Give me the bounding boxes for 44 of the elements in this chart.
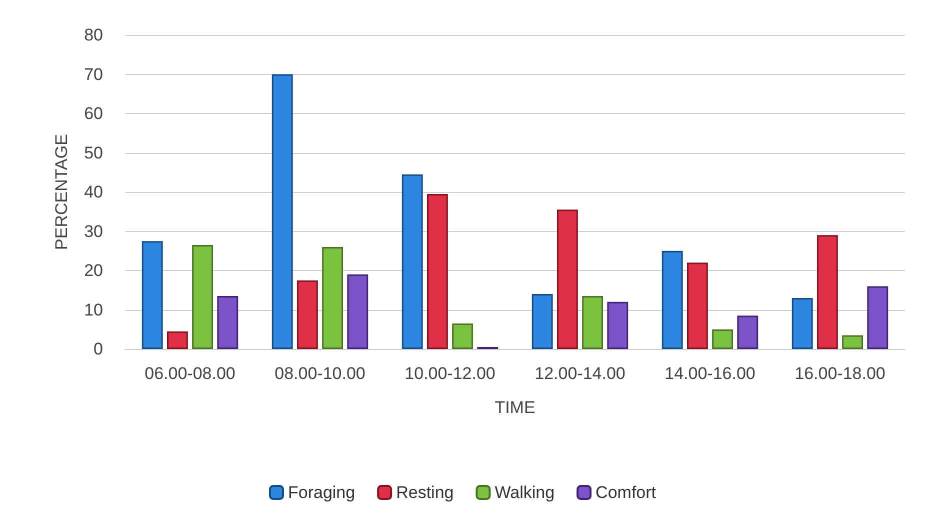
bar bbox=[166, 331, 188, 349]
y-tick-label: 10 bbox=[84, 300, 103, 320]
y-tick-label: 0 bbox=[94, 340, 103, 358]
x-tick-label: 06.00-08.00 bbox=[144, 364, 236, 383]
x-axis-title: TIME bbox=[494, 398, 536, 417]
bar bbox=[296, 280, 318, 349]
bar bbox=[712, 329, 734, 349]
bar bbox=[662, 250, 683, 349]
legend-label: Comfort bbox=[596, 483, 656, 502]
bar bbox=[607, 302, 628, 349]
y-tick-label: 30 bbox=[84, 222, 103, 241]
bar bbox=[322, 246, 344, 349]
y-tick-label: 20 bbox=[84, 261, 103, 280]
legend-label: Resting bbox=[396, 483, 454, 502]
y-tick-label: 80 bbox=[84, 26, 103, 44]
bar bbox=[452, 323, 474, 349]
bar bbox=[347, 274, 368, 349]
bar bbox=[272, 74, 293, 349]
x-tick-label: 10.00-12.00 bbox=[404, 364, 496, 383]
bar bbox=[792, 298, 813, 349]
bar bbox=[582, 296, 604, 349]
x-tick-label: 08.00-10.00 bbox=[274, 364, 366, 383]
bar bbox=[737, 316, 758, 349]
y-axis-title: PERCENTAGE bbox=[52, 134, 71, 250]
y-tick-label: 60 bbox=[84, 104, 103, 123]
x-tick-label: 16.00-18.00 bbox=[794, 364, 886, 383]
bar bbox=[402, 174, 423, 349]
bar bbox=[686, 262, 708, 349]
bar bbox=[426, 194, 448, 349]
legend-label: Foraging bbox=[288, 483, 356, 502]
legend-label: Walking bbox=[494, 483, 555, 502]
y-tick-label: 40 bbox=[84, 182, 103, 202]
y-tick-label: 70 bbox=[84, 64, 103, 84]
bar bbox=[867, 286, 888, 349]
bar bbox=[142, 241, 163, 349]
bar bbox=[556, 210, 578, 349]
x-tick-label: 14.00-16.00 bbox=[664, 364, 756, 383]
bar bbox=[816, 235, 838, 349]
bar bbox=[192, 244, 214, 349]
bar bbox=[842, 335, 864, 349]
y-tick-label: 50 bbox=[84, 143, 103, 162]
bar bbox=[532, 294, 553, 349]
x-tick-label: 12.00-14.00 bbox=[534, 364, 626, 383]
bar bbox=[217, 296, 238, 349]
